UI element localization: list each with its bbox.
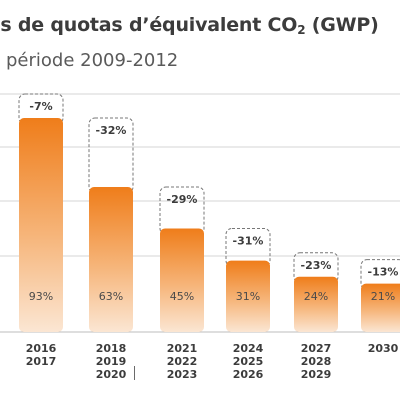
year-label-2022: 2022: [167, 355, 198, 368]
year-label-2021: 2021: [167, 342, 198, 355]
chart-title-suffix: (GWP): [305, 14, 379, 36]
reduction-label-0: -7%: [29, 100, 52, 113]
reduction-label-2: -29%: [167, 193, 198, 206]
year-label-2017: 2017: [26, 355, 57, 368]
reduction-box-1: [88, 117, 134, 194]
reduction-label-1: -32%: [96, 124, 127, 137]
reduction-label-3: -31%: [233, 234, 264, 247]
year-label-2018: 2018: [96, 342, 127, 355]
value-label-4: 24%: [304, 290, 328, 303]
reduction-label-4: -23%: [301, 259, 332, 272]
chart-title: ls de quotas d’équivalent CO2 (GWP): [0, 14, 379, 37]
reduction-box-4: [293, 252, 339, 284]
chart-title-text: ls de quotas d’équivalent CO: [0, 14, 298, 36]
year-label-2016: 2016: [26, 342, 57, 355]
bar-2027: [294, 276, 338, 332]
bar-2030: [361, 283, 400, 332]
year-label-2026: 2026: [233, 368, 264, 381]
year-label-2024: 2024: [233, 342, 264, 355]
year-label-2030: 2030: [368, 342, 399, 355]
value-label-3: 31%: [236, 290, 260, 303]
year-label-2029: 2029: [301, 368, 332, 381]
bar-2021: [160, 228, 204, 332]
bar-2024: [226, 260, 270, 332]
year-label-2025: 2025: [233, 355, 264, 368]
value-label-1: 63%: [99, 290, 123, 303]
value-label-2: 45%: [170, 290, 194, 303]
value-label-5: 21%: [371, 290, 395, 303]
year-label-2023: 2023: [167, 368, 198, 381]
bar-2018: [89, 187, 133, 332]
reduction-box-5: [360, 259, 400, 291]
footer-divider: [134, 366, 135, 380]
year-label-2019: 2019: [96, 355, 127, 368]
reduction-box-0: [18, 93, 64, 125]
year-label-2027: 2027: [301, 342, 332, 355]
reduction-label-5: -13%: [368, 266, 399, 279]
value-label-0: 93%: [29, 290, 53, 303]
bar-2016: [19, 118, 63, 332]
chart-subtitle: période 2009-2012: [6, 50, 179, 71]
chart-title-subscript: 2: [297, 23, 306, 37]
year-label-2020: 2020: [96, 368, 127, 381]
year-label-2028: 2028: [301, 355, 332, 368]
